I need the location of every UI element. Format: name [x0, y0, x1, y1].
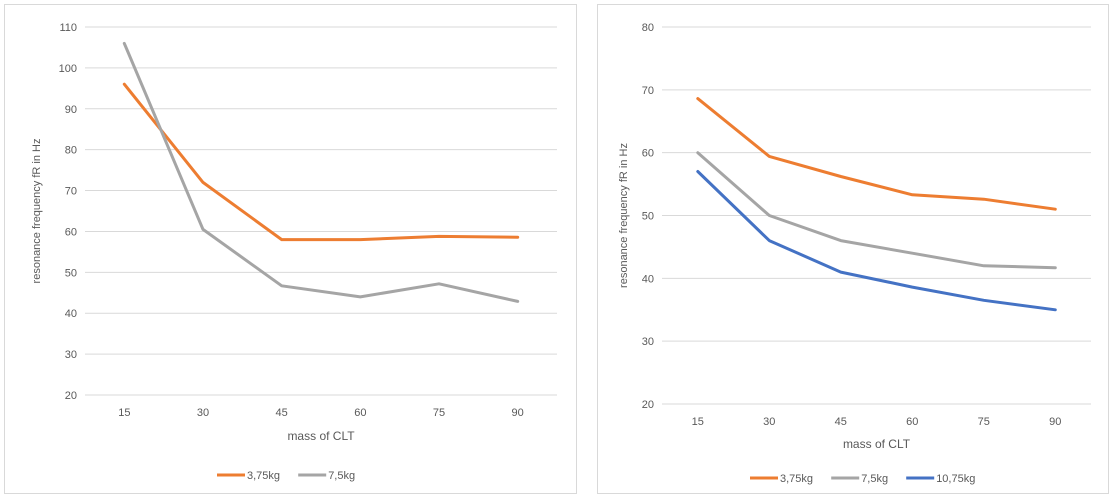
y-tick-label: 50	[642, 211, 654, 223]
chart-panel-right: 20 30 40 50 60 70 80 15 30 45 60 75 90 mass of CLT res…	[597, 4, 1109, 494]
x-tick-label: 45	[276, 407, 288, 419]
chart-left: 20 30 40 50 60 70 80 90 100 110 15 30 45 60 75 90 mass o…	[31, 22, 557, 482]
y-tick-label: 100	[59, 63, 77, 75]
x-tick-label: 60	[354, 407, 366, 419]
legend-label: 7,5kg	[328, 470, 355, 482]
y-tick-label: 70	[642, 85, 654, 97]
legend-label: 10,75kg	[936, 473, 975, 485]
chart-panel-left: 20 30 40 50 60 70 80 90 100 110 15 30 45 60 75 90 mass o…	[4, 4, 577, 494]
y-tick-label: 80	[642, 22, 654, 34]
x-tick-label: 15	[118, 407, 130, 419]
x-axis-title: mass of CLT	[287, 429, 355, 443]
x-tick-label: 45	[835, 416, 847, 428]
y-tick-label: 40	[65, 308, 77, 320]
chart-right: 20 30 40 50 60 70 80 15 30 45 60 75 90 mass of CLT res…	[618, 22, 1091, 485]
y-tick-label: 60	[642, 148, 654, 160]
y-tick-label: 30	[65, 349, 77, 361]
x-tick-label: 15	[692, 416, 704, 428]
y-tick-label: 20	[642, 399, 654, 411]
legend-label: 7,5kg	[861, 473, 888, 485]
x-tick-label: 90	[1049, 416, 1061, 428]
y-tick-label: 20	[65, 390, 77, 402]
y-tick-label: 70	[65, 186, 77, 198]
y-axis-title: resonance frequency fR in Hz	[618, 143, 630, 288]
y-tick-label: 40	[642, 273, 654, 285]
series-line	[122, 82, 520, 242]
y-tick-label: 90	[65, 104, 77, 116]
series-line	[122, 41, 520, 303]
x-axis-title: mass of CLT	[843, 437, 911, 451]
series-line	[696, 170, 1057, 312]
x-tick-label: 90	[512, 407, 524, 419]
legend-label: 3,75kg	[780, 473, 813, 485]
x-tick-label: 75	[978, 416, 990, 428]
y-tick-label: 60	[65, 226, 77, 238]
x-tick-label: 75	[433, 407, 445, 419]
series-line	[696, 97, 1057, 211]
y-tick-label: 50	[65, 267, 77, 279]
x-tick-label: 60	[906, 416, 918, 428]
y-tick-label: 80	[65, 145, 77, 157]
x-tick-label: 30	[197, 407, 209, 419]
x-tick-label: 30	[763, 416, 775, 428]
y-tick-label: 110	[59, 22, 77, 34]
series-line	[696, 151, 1057, 270]
y-tick-label: 30	[642, 336, 654, 348]
legend-label: 3,75kg	[247, 470, 280, 482]
y-axis-title: resonance frequency fR in Hz	[31, 139, 43, 284]
